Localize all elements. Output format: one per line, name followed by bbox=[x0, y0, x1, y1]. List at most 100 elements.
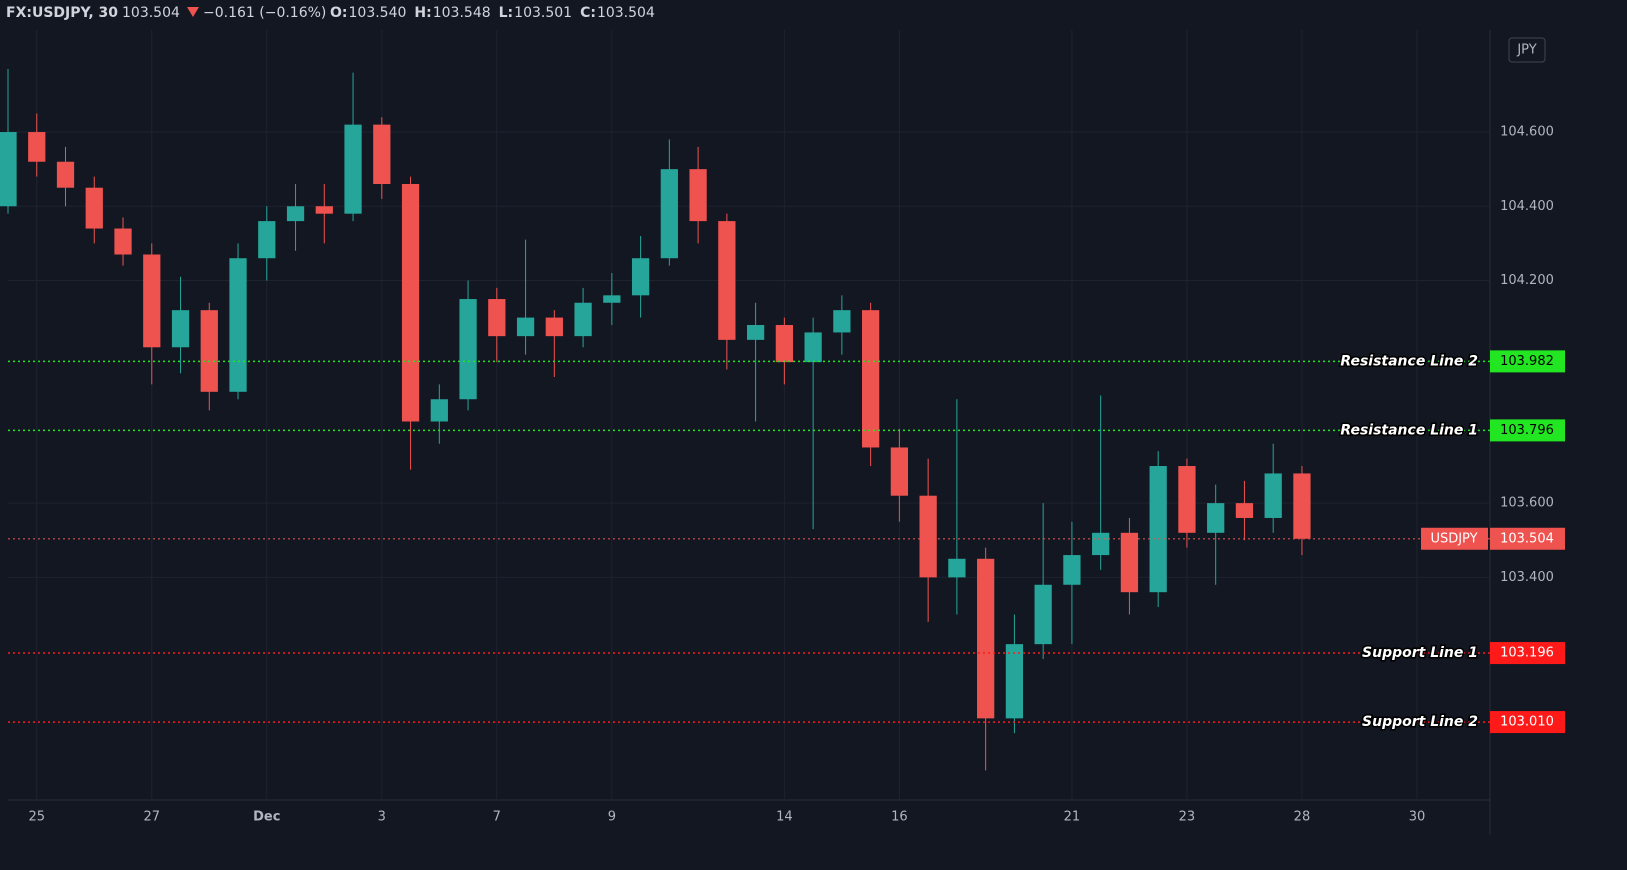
x-tick-label: 7 bbox=[493, 810, 501, 825]
x-tick-label: 16 bbox=[891, 810, 908, 825]
candle-body bbox=[603, 295, 621, 303]
candle-body bbox=[775, 325, 793, 363]
candle-body bbox=[0, 132, 17, 207]
overlays: Resistance Line 2 103.982 Resistance Line … bbox=[8, 350, 1565, 734]
candle-body bbox=[373, 124, 391, 184]
ohlc-key: L: bbox=[499, 5, 514, 21]
symbol-tag bbox=[1421, 527, 1488, 550]
price-tag bbox=[1490, 527, 1565, 550]
down-arrow bbox=[187, 7, 199, 17]
candle-body bbox=[315, 206, 333, 214]
price-tag bbox=[1490, 419, 1565, 442]
candle-body bbox=[401, 184, 420, 422]
ohlc-value: 103.540 bbox=[349, 5, 407, 21]
price-tag bbox=[1490, 642, 1565, 665]
ohlc-key: O: bbox=[330, 5, 348, 21]
candle-body bbox=[1293, 473, 1311, 539]
candle-body bbox=[28, 132, 46, 162]
candle-body bbox=[200, 310, 218, 392]
level-label: Support Line 1 bbox=[1362, 645, 1478, 661]
candle-body bbox=[1264, 473, 1282, 518]
x-tick-label: 30 bbox=[1409, 810, 1426, 825]
candle-body bbox=[890, 447, 909, 496]
candle-body bbox=[689, 169, 707, 222]
currency-badge[interactable] bbox=[1508, 37, 1546, 63]
grid: 103.400 103.600 104.200 104.400 104.600 25 27 D… bbox=[8, 30, 1554, 825]
x-tick-label: 23 bbox=[1179, 810, 1196, 825]
y-tick-label: 104.600 bbox=[1500, 125, 1554, 140]
candle-body bbox=[1178, 466, 1196, 533]
candle-body bbox=[56, 161, 75, 188]
y-tick-label: 104.200 bbox=[1500, 273, 1554, 288]
candle-body bbox=[660, 169, 678, 259]
x-tick-label: 9 bbox=[608, 810, 616, 825]
ohlc-value: 103.501 bbox=[514, 5, 572, 21]
change: −0.161 (−0.16%) bbox=[203, 5, 326, 21]
x-tick-label: 27 bbox=[143, 810, 160, 825]
x-tick-label: Dec bbox=[253, 810, 280, 825]
price-tag bbox=[1490, 350, 1565, 373]
candle-body bbox=[631, 258, 650, 296]
candle-body bbox=[545, 317, 563, 337]
candle-body bbox=[862, 310, 880, 448]
candle-body bbox=[459, 299, 477, 400]
price-tag-label: 103.982 bbox=[1500, 354, 1554, 369]
price-tag-label: 103.196 bbox=[1500, 646, 1554, 661]
last-price: 103.504 bbox=[122, 5, 180, 21]
y-tick-label: 103.600 bbox=[1500, 496, 1554, 511]
candle-body bbox=[516, 317, 535, 337]
y-tick-label: 103.400 bbox=[1500, 570, 1554, 585]
header: FX:USDJPY, 30 103.504 −0.161 (−0.16%) O:… bbox=[6, 5, 655, 21]
candle-body bbox=[1063, 555, 1081, 585]
price-tag-label: 103.796 bbox=[1500, 423, 1554, 438]
ohlc-value: 103.548 bbox=[433, 5, 491, 21]
ohlc-value: 103.504 bbox=[597, 5, 655, 21]
x-tick-label: 28 bbox=[1294, 810, 1311, 825]
plot bbox=[0, 68, 1311, 771]
level-label: Support Line 2 bbox=[1362, 714, 1478, 730]
candle-body bbox=[718, 221, 736, 340]
candle-body bbox=[430, 399, 448, 422]
symbol[interactable]: FX:USDJPY, 30 bbox=[6, 5, 118, 21]
candle-body bbox=[1235, 503, 1254, 518]
symbol-label: USDJPY bbox=[1430, 531, 1477, 546]
x-tick-label: 3 bbox=[378, 810, 386, 825]
candle-body bbox=[143, 254, 161, 348]
candle-body bbox=[286, 206, 305, 222]
candle-body bbox=[85, 187, 103, 229]
candle-body bbox=[258, 221, 276, 259]
ohlc-key: C: bbox=[580, 5, 596, 21]
candle-body bbox=[1120, 532, 1139, 593]
candle-body bbox=[1207, 503, 1225, 533]
ohlc-key: H: bbox=[414, 5, 431, 21]
currency: JPY bbox=[1516, 43, 1536, 58]
candle-body bbox=[1034, 584, 1052, 645]
candle-body bbox=[919, 495, 937, 578]
ohlc: O: 103.540 H: 103.548 L: 103.501 C: 103.504 bbox=[330, 5, 655, 21]
price-tag bbox=[1490, 711, 1565, 734]
price-tag-label: 103.010 bbox=[1500, 715, 1554, 730]
candle-body bbox=[977, 558, 995, 719]
x-tick-label: 25 bbox=[28, 810, 45, 825]
candle-body bbox=[574, 302, 592, 337]
candle-body bbox=[746, 325, 765, 340]
x-tick-label: 21 bbox=[1064, 810, 1081, 825]
candle-body bbox=[488, 299, 506, 337]
candle-body bbox=[1149, 466, 1167, 593]
level-label: Resistance Line 2 bbox=[1340, 353, 1478, 369]
candle-body bbox=[171, 310, 190, 348]
candle-body bbox=[1005, 644, 1024, 719]
price-tag-label: 103.504 bbox=[1500, 531, 1554, 546]
candle-body bbox=[804, 332, 822, 363]
y-tick-label: 104.400 bbox=[1500, 199, 1554, 214]
x-tick-label: 14 bbox=[776, 810, 793, 825]
candle-body bbox=[948, 558, 966, 578]
candle-body bbox=[344, 124, 362, 214]
candle-body bbox=[833, 310, 851, 333]
candle-body bbox=[114, 228, 132, 255]
level-label: Resistance Line 1 bbox=[1340, 422, 1478, 438]
candle-body bbox=[229, 258, 247, 392]
candle-body bbox=[1092, 532, 1110, 556]
